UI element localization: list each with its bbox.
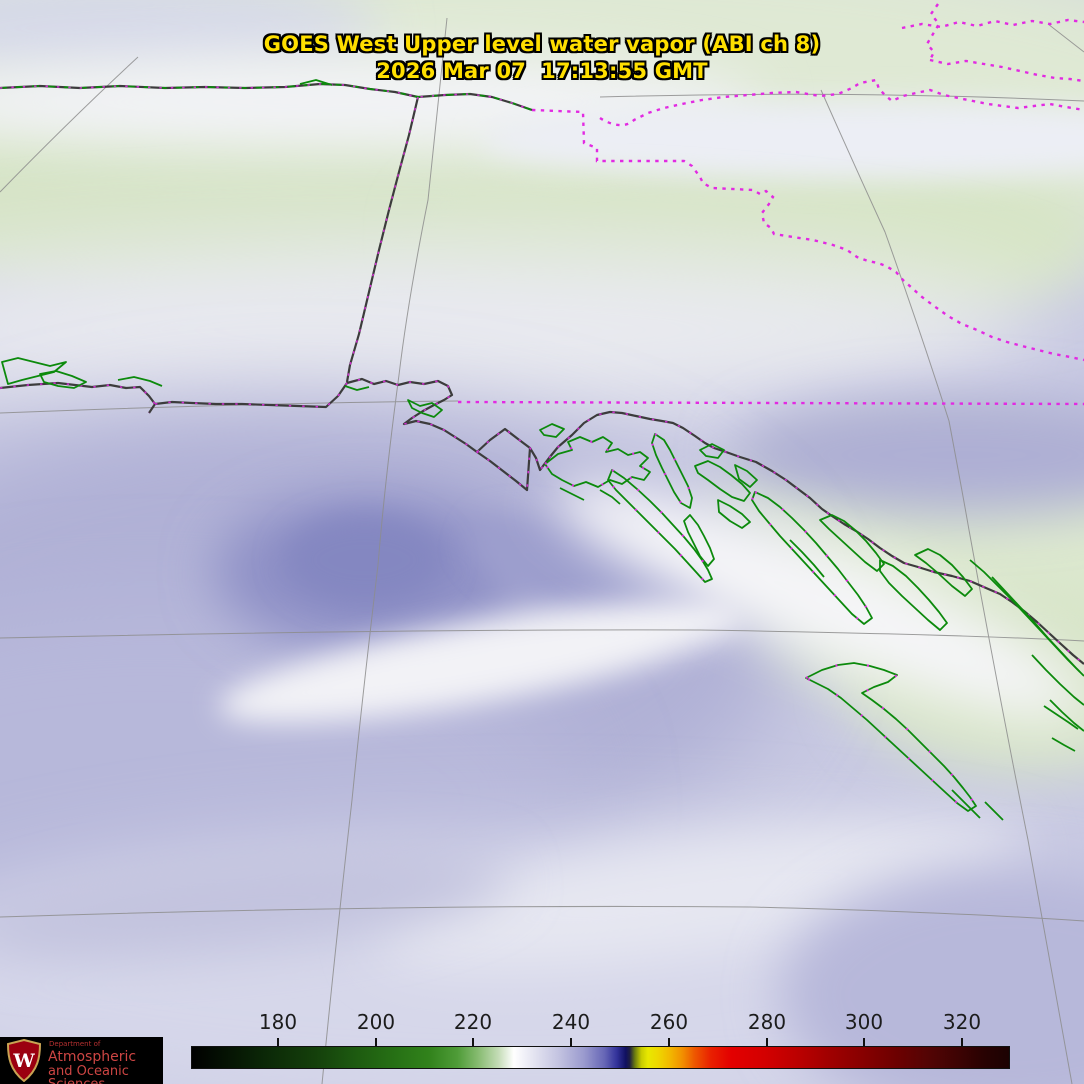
colorbar-tick: [863, 1038, 865, 1046]
island-outline: [694, 460, 751, 502]
colorbar-tick-label: 300: [844, 1010, 884, 1034]
coast-detail: [344, 385, 370, 391]
colorbar-tick: [277, 1038, 279, 1046]
crest-letter: W: [12, 1050, 35, 1072]
river-line: [925, 3, 941, 61]
colorbar-tick: [961, 1038, 963, 1046]
colorbar-tick-label: 220: [453, 1010, 493, 1034]
island-outline: [717, 499, 751, 529]
river-line: [599, 78, 1084, 127]
meridian-line: [820, 89, 1073, 1084]
title-line1: GOES West Upper level water vapor (ABI c…: [263, 32, 821, 56]
logo-name-line2: and Oceanic Sciences: [48, 1064, 129, 1084]
fjord-line: [1049, 699, 1084, 732]
colorbar-tick: [668, 1038, 670, 1046]
colorbar-tick-label: 280: [747, 1010, 787, 1034]
island-coastlines: [1, 79, 1084, 821]
island-outline: [699, 443, 725, 459]
island-outline: [39, 370, 87, 389]
island-detail: [1043, 705, 1079, 752]
island-outline: [1, 357, 67, 385]
coast-detail: [299, 79, 333, 86]
parallel-line: [0, 905, 1084, 922]
title-timestamp: 2026 Mar 07 17:13:55 GMT: [376, 59, 708, 83]
island-outline: [734, 464, 758, 488]
colorbar-tick-label: 240: [551, 1010, 591, 1034]
colorbar-tick-label: 180: [258, 1010, 298, 1034]
fjord-line: [1031, 654, 1084, 706]
graticule: [0, 17, 1084, 1084]
fjord-line: [991, 576, 1084, 677]
river-line: [929, 58, 1084, 83]
island-outline: [914, 548, 973, 597]
logo-name-line1: Atmospheric: [48, 1049, 137, 1065]
uw-crest-icon: W: [6, 1039, 42, 1082]
island-outline: [683, 514, 715, 567]
colorbar-tick: [766, 1038, 768, 1046]
borders-rivers: [457, 3, 1084, 406]
island-outline: [819, 514, 885, 572]
image-title: GOES West Upper level water vapor (ABI c…: [0, 31, 1084, 85]
colorbar: 180 200 220 240 260 280 300 320: [191, 1010, 1010, 1070]
logo-dept-line: Department of: [49, 1040, 101, 1048]
colorbar-tick-label: 260: [649, 1010, 689, 1034]
island-detail: [559, 487, 621, 505]
uw-aos-logo: W Department of Atmospheric and Oceanic …: [0, 1037, 163, 1084]
meridian-line: [0, 56, 139, 193]
border-60n-dotted: [457, 400, 1084, 406]
logo-text: Department of Atmospheric and Oceanic Sc…: [48, 1040, 163, 1084]
glacier-outline: [407, 399, 443, 418]
meridian-line: [321, 17, 448, 1084]
island-detail: [789, 539, 825, 578]
colorbar-tick-label: 200: [356, 1010, 396, 1034]
island-outline: [539, 423, 565, 438]
coast-detail: [117, 376, 163, 387]
parallel-line: [599, 93, 1084, 102]
island-detail: [951, 789, 1004, 821]
colorbar-tick-label: 320: [942, 1010, 982, 1034]
colorbar-gradient: [191, 1046, 1010, 1069]
colorbar-tick: [375, 1038, 377, 1046]
colorbar-tick: [472, 1038, 474, 1046]
parallel-line: [0, 629, 1084, 642]
island-outline: [879, 559, 948, 631]
colorbar-tick: [570, 1038, 572, 1046]
meridian-line: [1047, 23, 1084, 53]
